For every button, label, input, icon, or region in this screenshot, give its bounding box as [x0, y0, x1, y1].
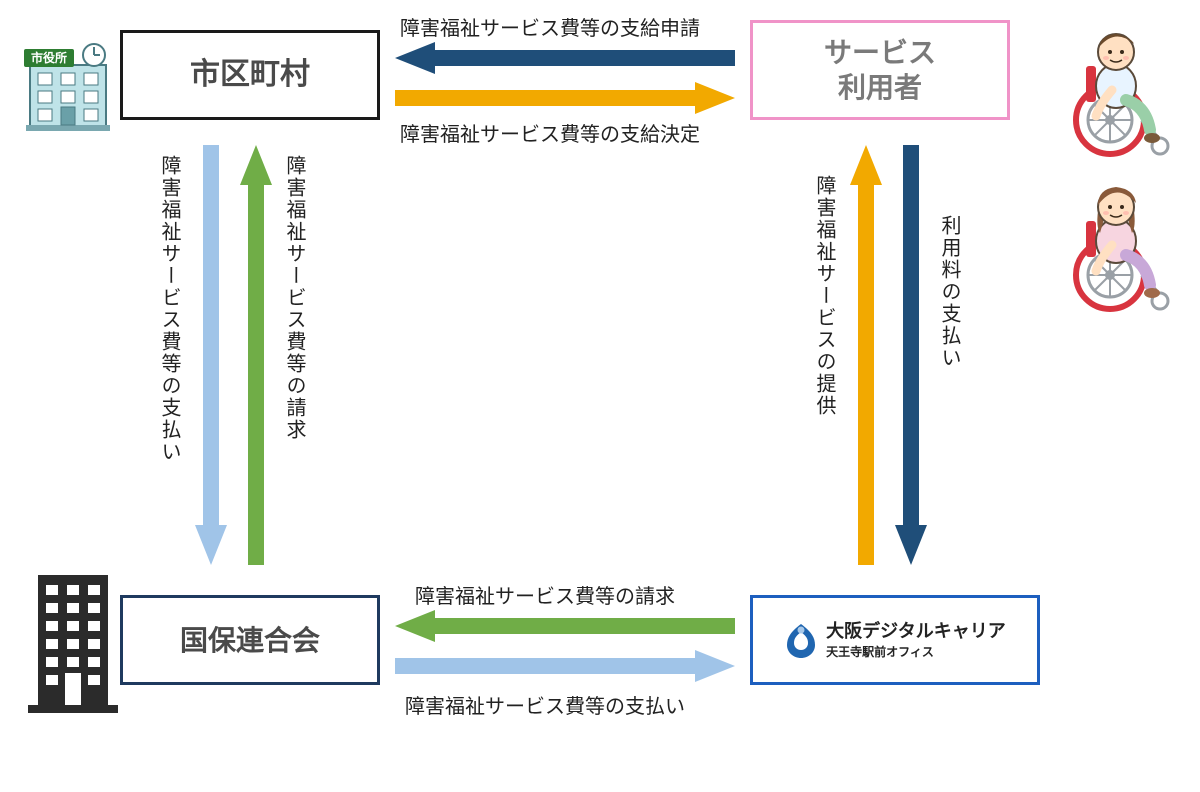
provider-logo-icon [784, 620, 818, 660]
label-right-right: 利用料の支払い [935, 215, 964, 369]
provider-logo-main: 大阪デジタルキャリア [826, 620, 1006, 643]
wheelchair-female-icon [1050, 175, 1180, 315]
arrow-bottom-left [395, 610, 735, 642]
label-top-down: 障害福祉サービス費等の支給決定 [400, 118, 700, 147]
arrow-top-left [395, 42, 735, 74]
provider-logo-sub: 天王寺駅前オフィス [826, 645, 1006, 660]
node-municipality: 市区町村 [120, 30, 380, 120]
node-federation: 国保連合会 [120, 595, 380, 685]
wheelchair-male-icon [1050, 20, 1180, 160]
building-icon [28, 565, 118, 715]
label-bottom-down: 障害福祉サービス費等の支払い [405, 690, 685, 719]
arrow-bottom-right [395, 650, 735, 682]
node-provider: 大阪デジタルキャリア 天王寺駅前オフィス [750, 595, 1040, 685]
node-user-label: サービス 利用者 [824, 35, 936, 105]
cityhall-sign-text: 市役所 [31, 50, 67, 65]
node-federation-label: 国保連合会 [180, 623, 320, 658]
arrow-right-up [850, 145, 882, 565]
arrow-left-up [240, 145, 272, 565]
label-top-up: 障害福祉サービス費等の支給申請 [400, 12, 700, 41]
label-right-left: 障害福祉サービスの提供 [810, 175, 839, 417]
label-left-right: 障害福祉サービス費等の請求 [280, 155, 309, 441]
node-municipality-label: 市区町村 [190, 56, 310, 94]
arrow-left-down [195, 145, 227, 565]
label-left-left: 障害福祉サービス費等の支払い [155, 155, 184, 463]
arrow-right-down [895, 145, 927, 565]
node-user: サービス 利用者 [750, 20, 1010, 120]
arrow-top-right [395, 82, 735, 114]
label-bottom-up: 障害福祉サービス費等の請求 [415, 580, 675, 609]
cityhall-icon: 市役所 [18, 35, 118, 135]
